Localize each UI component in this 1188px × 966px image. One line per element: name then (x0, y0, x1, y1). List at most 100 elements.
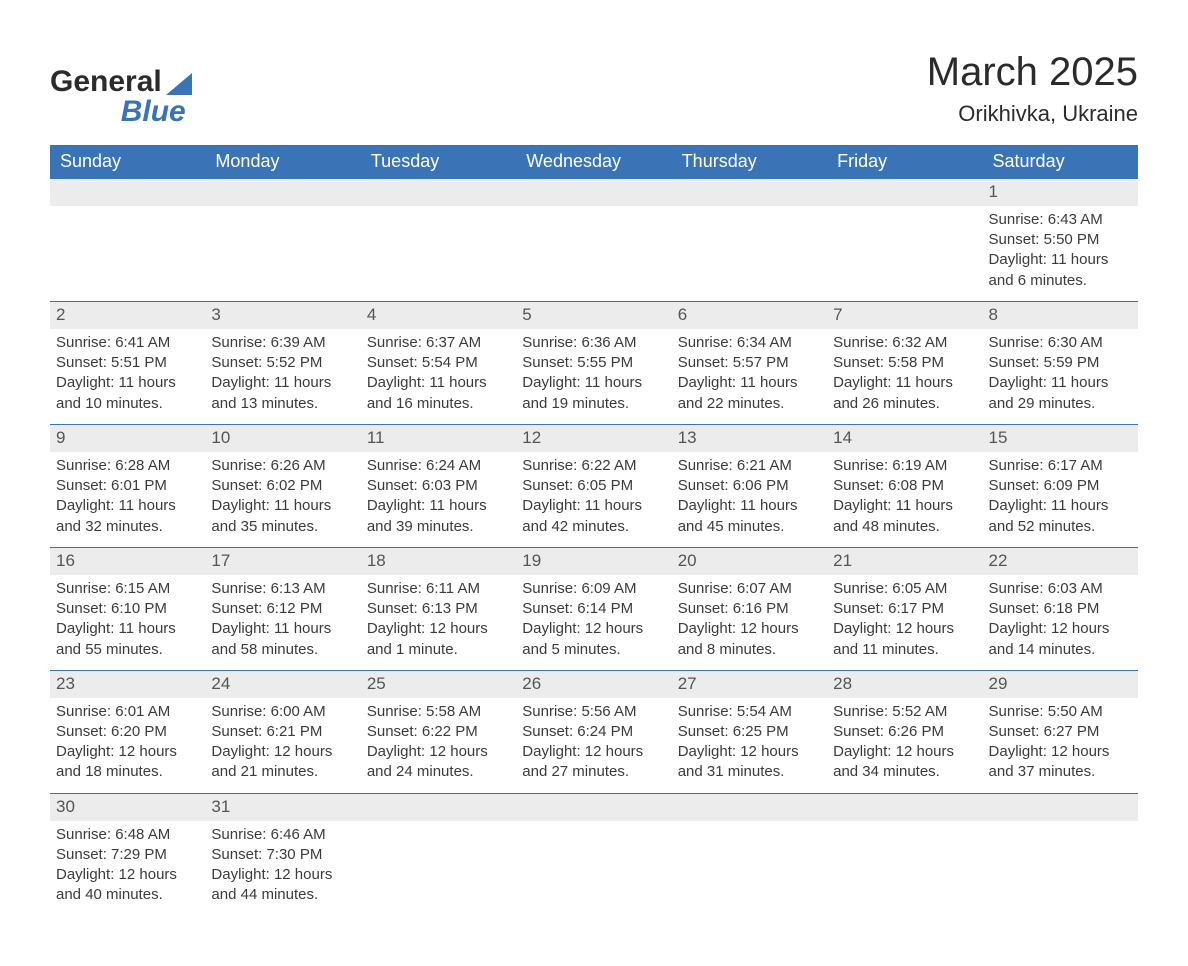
sunset: Sunset: 6:03 PM (367, 476, 510, 496)
sunset: Sunset: 6:10 PM (56, 599, 199, 619)
sunset: Sunset: 5:52 PM (211, 353, 354, 373)
sunrise: Sunrise: 6:05 AM (833, 579, 976, 599)
logo-triangle-icon (166, 73, 192, 95)
day-number: 16 (50, 547, 205, 574)
header: General Blue March 2025 Orikhivka, Ukrai… (50, 50, 1138, 127)
sunrise: Sunrise: 6:07 AM (678, 579, 821, 599)
day-number (50, 179, 205, 206)
daylight-line1: Daylight: 11 hours (211, 496, 354, 516)
sunset: Sunset: 6:25 PM (678, 722, 821, 742)
daylight-line2: and 40 minutes. (56, 885, 199, 905)
sunrise: Sunrise: 6:36 AM (522, 333, 665, 353)
day-number: 20 (672, 547, 827, 574)
day-number: 3 (205, 301, 360, 328)
daylight-line1: Daylight: 11 hours (367, 496, 510, 516)
sunrise: Sunrise: 6:09 AM (522, 579, 665, 599)
week-detail-row: Sunrise: 6:01 AMSunset: 6:20 PMDaylight:… (50, 698, 1138, 794)
daylight-line2: and 22 minutes. (678, 394, 821, 414)
day-number: 28 (827, 670, 982, 697)
day-number: 8 (983, 301, 1138, 328)
daylight-line2: and 27 minutes. (522, 762, 665, 782)
daylight-line2: and 26 minutes. (833, 394, 976, 414)
sunrise: Sunrise: 6:37 AM (367, 333, 510, 353)
day-cell: Sunrise: 6:28 AMSunset: 6:01 PMDaylight:… (50, 452, 205, 548)
day-cell: Sunrise: 6:43 AMSunset: 5:50 PMDaylight:… (983, 206, 1138, 302)
sunrise: Sunrise: 5:54 AM (678, 702, 821, 722)
day-cell (50, 206, 205, 302)
daylight-line1: Daylight: 11 hours (56, 373, 199, 393)
week-daynum-row: 9101112131415 (50, 424, 1138, 451)
daylight-line2: and 13 minutes. (211, 394, 354, 414)
day-number: 13 (672, 424, 827, 451)
sunset: Sunset: 6:14 PM (522, 599, 665, 619)
sunset: Sunset: 6:18 PM (989, 599, 1132, 619)
daylight-line2: and 29 minutes. (989, 394, 1132, 414)
day-cell: Sunrise: 6:09 AMSunset: 6:14 PMDaylight:… (516, 575, 671, 671)
day-cell: Sunrise: 5:50 AMSunset: 6:27 PMDaylight:… (983, 698, 1138, 794)
sunset: Sunset: 6:24 PM (522, 722, 665, 742)
day-number: 17 (205, 547, 360, 574)
week-detail-row: Sunrise: 6:15 AMSunset: 6:10 PMDaylight:… (50, 575, 1138, 671)
daylight-line2: and 44 minutes. (211, 885, 354, 905)
sunrise: Sunrise: 6:41 AM (56, 333, 199, 353)
day-cell: Sunrise: 6:07 AMSunset: 6:16 PMDaylight:… (672, 575, 827, 671)
day-number: 1 (983, 179, 1138, 206)
week-detail-row: Sunrise: 6:41 AMSunset: 5:51 PMDaylight:… (50, 329, 1138, 425)
col-sunday: Sunday (50, 145, 205, 179)
day-number (672, 793, 827, 820)
daylight-line2: and 34 minutes. (833, 762, 976, 782)
sunrise: Sunrise: 6:22 AM (522, 456, 665, 476)
day-cell (361, 206, 516, 302)
week-detail-row: Sunrise: 6:43 AMSunset: 5:50 PMDaylight:… (50, 206, 1138, 302)
daylight-line2: and 5 minutes. (522, 640, 665, 660)
daylight-line2: and 16 minutes. (367, 394, 510, 414)
daylight-line1: Daylight: 11 hours (56, 496, 199, 516)
sunrise: Sunrise: 6:13 AM (211, 579, 354, 599)
daylight-line1: Daylight: 12 hours (367, 742, 510, 762)
day-number (983, 793, 1138, 820)
day-cell (516, 206, 671, 302)
sunrise: Sunrise: 6:34 AM (678, 333, 821, 353)
week-daynum-row: 1 (50, 179, 1138, 206)
daylight-line1: Daylight: 11 hours (833, 373, 976, 393)
day-cell: Sunrise: 6:41 AMSunset: 5:51 PMDaylight:… (50, 329, 205, 425)
daylight-line1: Daylight: 11 hours (989, 250, 1132, 270)
day-number: 10 (205, 424, 360, 451)
day-cell (983, 821, 1138, 916)
day-number (672, 179, 827, 206)
daylight-line2: and 11 minutes. (833, 640, 976, 660)
logo-text-bottom: Blue (50, 97, 192, 127)
day-cell: Sunrise: 6:11 AMSunset: 6:13 PMDaylight:… (361, 575, 516, 671)
daylight-line1: Daylight: 12 hours (989, 619, 1132, 639)
day-cell: Sunrise: 6:34 AMSunset: 5:57 PMDaylight:… (672, 329, 827, 425)
day-cell: Sunrise: 6:48 AMSunset: 7:29 PMDaylight:… (50, 821, 205, 916)
sunrise: Sunrise: 6:26 AM (211, 456, 354, 476)
sunrise: Sunrise: 6:46 AM (211, 825, 354, 845)
day-cell: Sunrise: 6:01 AMSunset: 6:20 PMDaylight:… (50, 698, 205, 794)
daylight-line1: Daylight: 12 hours (211, 865, 354, 885)
day-number: 22 (983, 547, 1138, 574)
daylight-line1: Daylight: 11 hours (678, 496, 821, 516)
sunset: Sunset: 6:02 PM (211, 476, 354, 496)
daylight-line1: Daylight: 12 hours (56, 742, 199, 762)
daylight-line2: and 45 minutes. (678, 517, 821, 537)
day-number: 26 (516, 670, 671, 697)
daylight-line1: Daylight: 12 hours (211, 742, 354, 762)
daylight-line1: Daylight: 11 hours (833, 496, 976, 516)
day-cell: Sunrise: 6:05 AMSunset: 6:17 PMDaylight:… (827, 575, 982, 671)
day-number: 4 (361, 301, 516, 328)
sunset: Sunset: 5:54 PM (367, 353, 510, 373)
daylight-line2: and 6 minutes. (989, 271, 1132, 291)
day-cell (672, 206, 827, 302)
daylight-line2: and 55 minutes. (56, 640, 199, 660)
day-number: 25 (361, 670, 516, 697)
calendar-table: Sunday Monday Tuesday Wednesday Thursday… (50, 145, 1138, 916)
day-number: 19 (516, 547, 671, 574)
week-detail-row: Sunrise: 6:48 AMSunset: 7:29 PMDaylight:… (50, 821, 1138, 916)
day-cell: Sunrise: 5:58 AMSunset: 6:22 PMDaylight:… (361, 698, 516, 794)
sunrise: Sunrise: 6:24 AM (367, 456, 510, 476)
daylight-line2: and 32 minutes. (56, 517, 199, 537)
day-cell: Sunrise: 6:22 AMSunset: 6:05 PMDaylight:… (516, 452, 671, 548)
daylight-line1: Daylight: 12 hours (833, 742, 976, 762)
day-cell: Sunrise: 6:36 AMSunset: 5:55 PMDaylight:… (516, 329, 671, 425)
